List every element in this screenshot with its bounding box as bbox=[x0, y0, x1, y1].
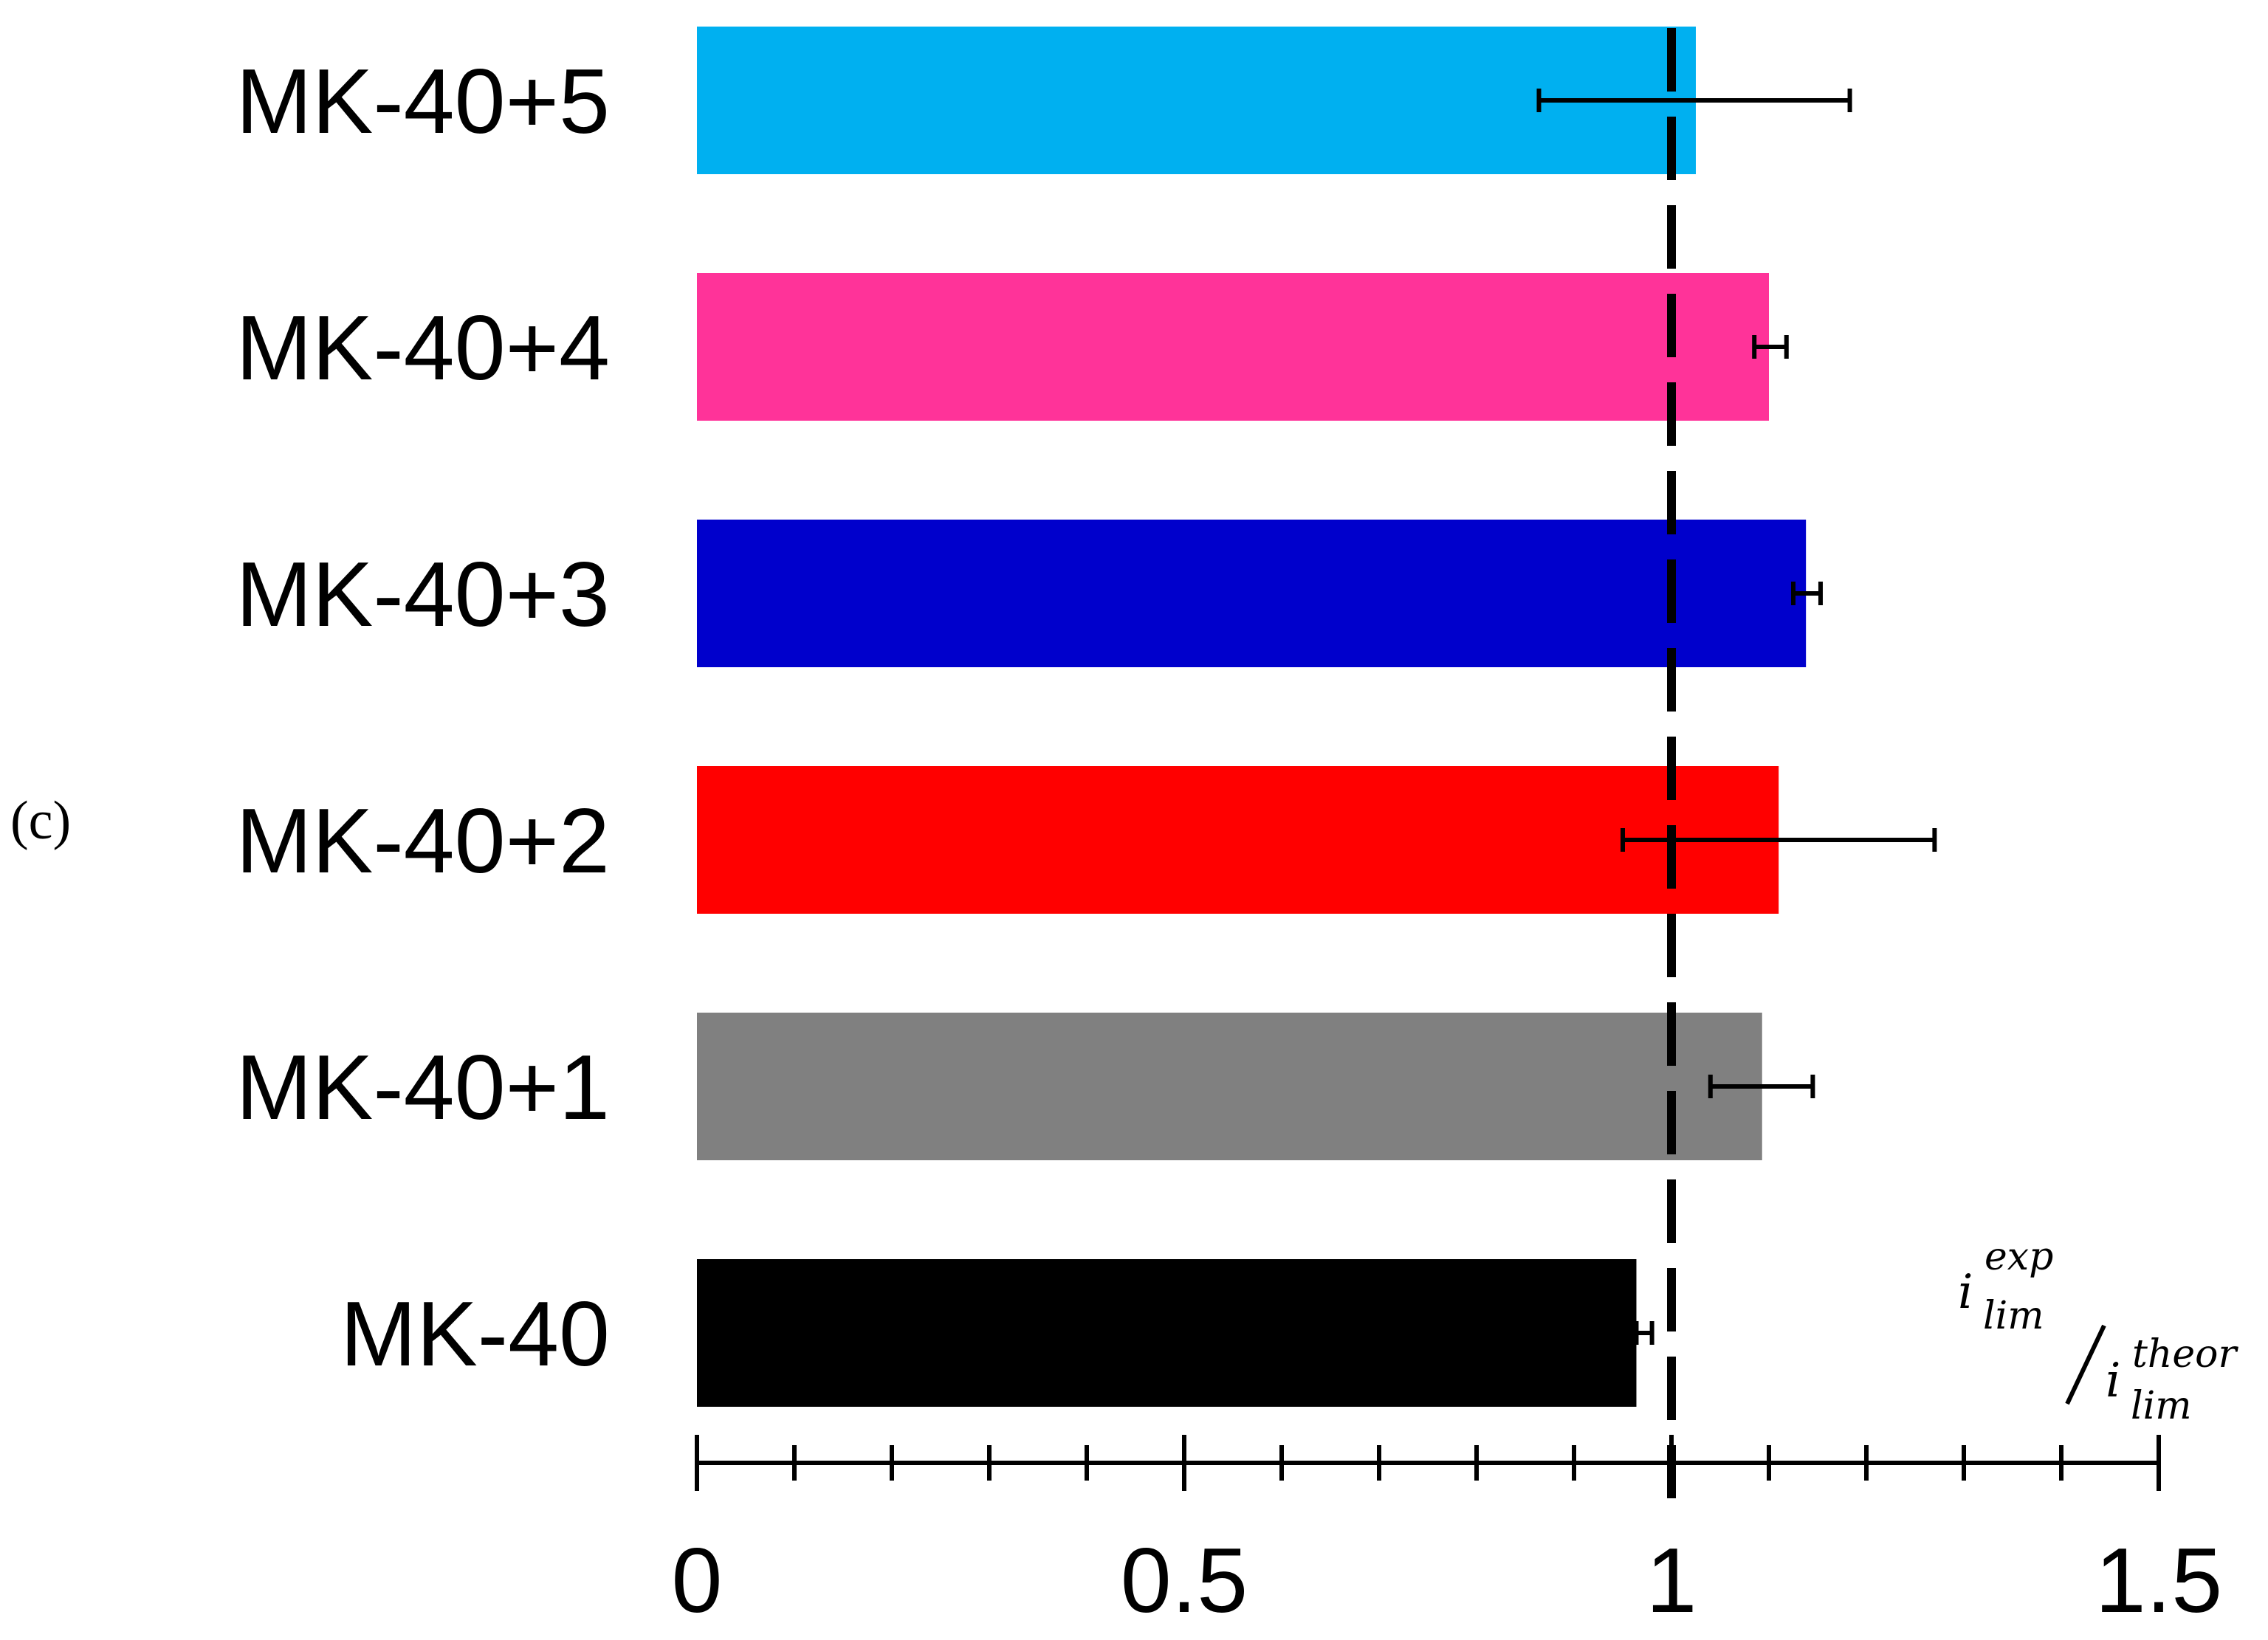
x-tick-label: 0 bbox=[672, 1530, 723, 1632]
bar-5 bbox=[697, 1259, 1637, 1407]
xlabel-fraction-slash bbox=[2065, 1324, 2106, 1405]
xlabel-denominator-sup: theor bbox=[2132, 1332, 2238, 1377]
category-label-2: MK-40+3 bbox=[236, 544, 610, 646]
bar-3 bbox=[697, 766, 1779, 914]
bar-0 bbox=[697, 27, 1696, 174]
x-tick-label: 1 bbox=[1646, 1530, 1697, 1632]
bar-2 bbox=[697, 520, 1807, 667]
panel-label: (c) bbox=[10, 790, 71, 851]
category-label-3: MK-40+2 bbox=[236, 790, 610, 892]
category-label-4: MK-40+1 bbox=[236, 1037, 610, 1139]
xlabel-denominator-sub: lim bbox=[2131, 1384, 2192, 1428]
bar-4 bbox=[697, 1013, 1762, 1160]
xlabel-numerator-base: i bbox=[1958, 1265, 1973, 1320]
xlabel-numerator-sub: lim bbox=[1983, 1294, 2044, 1338]
x-tick-label: 1.5 bbox=[2095, 1530, 2222, 1632]
category-label-1: MK-40+4 bbox=[236, 297, 610, 399]
category-label-5: MK-40 bbox=[340, 1284, 610, 1385]
category-label-0: MK-40+5 bbox=[236, 51, 610, 153]
xlabel-numerator-sup: exp bbox=[1984, 1235, 2053, 1279]
x-axis: 0 0.5 1 1.5 bbox=[672, 1435, 2222, 1632]
xlabel-denominator-base: i bbox=[2106, 1354, 2120, 1408]
x-tick-label: 0.5 bbox=[1121, 1530, 1248, 1632]
x-axis-label: i exp lim i theor lim bbox=[1958, 1235, 2238, 1428]
bar-1 bbox=[697, 273, 1769, 421]
bars-group bbox=[697, 27, 1807, 1407]
category-labels-group: MK-40+5 MK-40+4 MK-40+3 MK-40+2 MK-40+1 MK-40 bbox=[236, 51, 610, 1385]
